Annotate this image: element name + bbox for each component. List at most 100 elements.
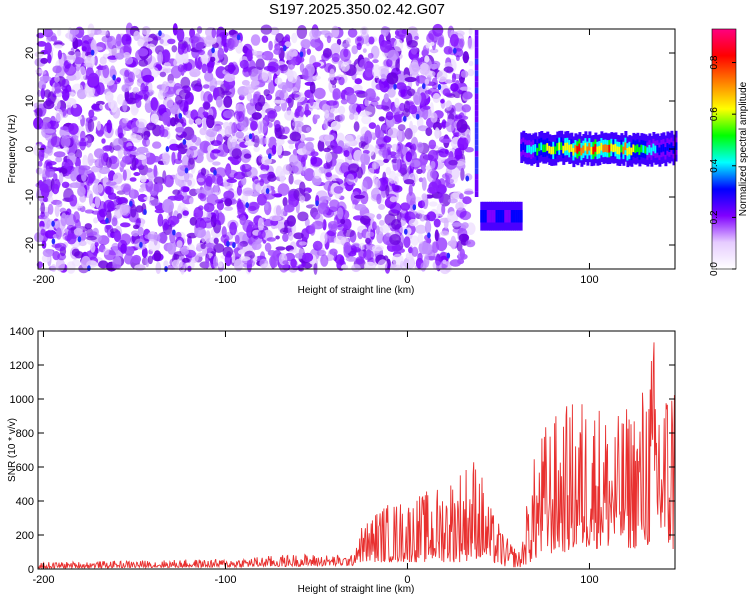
spectrogram-cell — [112, 74, 116, 81]
spectrogram-cell — [180, 76, 191, 89]
spectrogram-cell — [217, 47, 225, 60]
spectrogram-cell — [468, 60, 474, 67]
spectrogram-cell — [396, 156, 401, 171]
spectrogram-cell — [211, 47, 215, 54]
spectrogram-cell — [430, 160, 436, 169]
spectrogram-cell — [120, 243, 127, 254]
spectrogram-cell — [406, 191, 416, 206]
spectrogram-cell — [421, 193, 428, 201]
spectrogram-cell — [361, 115, 372, 125]
spectrogram-cell — [256, 54, 266, 60]
spectrogram-cell — [454, 114, 463, 120]
spectrogram-cell — [429, 41, 435, 47]
spectrogram-cell — [604, 144, 608, 152]
spectrogram-cell — [150, 155, 161, 163]
spectrogram-cell — [383, 143, 392, 150]
spectrogram-cell — [54, 98, 61, 111]
spectrogram-cell — [276, 142, 283, 156]
spectrogram-cell — [419, 213, 427, 222]
spectrogram-cell — [536, 147, 540, 156]
spectrogram-cell — [343, 48, 349, 58]
spectrogram-cell — [55, 227, 62, 240]
spectrogram-cell — [218, 261, 223, 268]
spectrogram-cell — [315, 200, 319, 207]
spectrogram-cell — [60, 212, 67, 227]
spectrogram-cell — [474, 145, 479, 151]
spectrogram-cell — [417, 125, 429, 132]
spectrogram-cell — [310, 155, 318, 165]
spectrogram-cell — [196, 26, 203, 34]
spectrogram-cell — [636, 144, 640, 152]
spectrogram-cell — [104, 185, 112, 195]
spectrogram-cell — [540, 142, 544, 151]
spectrogram-cell — [382, 149, 388, 160]
spectrogram-cell — [343, 150, 350, 157]
spectrogram-cell — [361, 180, 368, 194]
spectrogram-cell — [112, 172, 123, 185]
spectrogram-cell — [269, 215, 282, 222]
spectrogram-cell — [61, 78, 70, 88]
spectrogram-cell — [297, 264, 303, 272]
spectrogram-cell — [242, 66, 252, 77]
spectrogram-cell — [74, 157, 81, 169]
x-tick-label: -200 — [32, 274, 54, 286]
spectrogram-cell — [404, 228, 408, 235]
spectrogram-cell — [438, 148, 449, 158]
spectrogram-cell — [148, 240, 161, 252]
spectrogram-cell — [417, 233, 424, 244]
spectrogram-cell — [416, 168, 423, 174]
spectrogram-cell — [354, 78, 363, 85]
spectrogram-cell — [88, 109, 95, 119]
spectrogram-cell — [36, 41, 47, 47]
figure-title: S197.2025.350.02.42.G07 — [269, 1, 445, 18]
spectrogram-cell — [287, 60, 296, 70]
spectrogram-cell — [277, 183, 290, 196]
spectrogram-cell — [206, 114, 215, 129]
spectrogram-cell — [259, 119, 268, 134]
spectrogram-cell — [73, 57, 85, 65]
spectrogram-cell — [193, 206, 204, 220]
y-tick-label: 1400 — [10, 326, 34, 338]
spectrogram-cell — [137, 193, 148, 203]
spectrogram-cell — [251, 241, 262, 250]
spectrogram-cell — [133, 172, 141, 176]
spectrogram-cell — [97, 183, 103, 193]
spectrogram-cell — [135, 205, 144, 213]
spectrogram-cell — [160, 112, 171, 123]
colorbar-tick-label: 0.8 — [709, 55, 720, 69]
spectrogram-cell — [103, 248, 110, 256]
spectrogram-cell — [385, 111, 394, 121]
spectrogram-cell — [115, 52, 125, 60]
spectrogram-cell — [520, 143, 524, 152]
spectrogram-cell — [264, 136, 270, 145]
spectrogram-cell — [474, 168, 479, 174]
spectrogram-cell — [282, 233, 289, 242]
spectrogram-cell — [182, 139, 187, 145]
spectrogram-cell — [190, 109, 199, 120]
spectrogram-cell — [340, 98, 348, 105]
spectrogram-cell — [161, 81, 169, 93]
spectrogram-cell — [363, 249, 374, 261]
x-tick-label: -100 — [214, 274, 236, 286]
spectrogram-cell — [341, 43, 351, 48]
spectrogram-cell — [47, 203, 54, 215]
spectrogram-cell — [312, 240, 323, 251]
spectrogram-cell — [78, 165, 85, 176]
spectrogram-cell — [236, 201, 244, 210]
spectrogram-cell — [55, 88, 61, 94]
spectrogram-cell — [336, 38, 342, 46]
spectrogram-cell — [306, 48, 311, 55]
spectrogram-cell — [474, 81, 479, 88]
spectrogram-cell — [279, 228, 289, 235]
spectrogram-cell — [69, 182, 82, 189]
spectrogram-cell — [87, 265, 91, 272]
spectrogram-cell — [374, 144, 379, 155]
spectrogram-cell — [165, 146, 170, 152]
spectrogram-cell — [284, 50, 294, 61]
spectrogram-cell — [76, 88, 87, 100]
spectrogram-cell — [660, 144, 664, 153]
spectrogram-cell — [162, 97, 174, 109]
spectrogram-cell — [274, 77, 283, 85]
spectrogram-cell — [417, 252, 423, 262]
spectrogram-cell — [474, 150, 479, 157]
